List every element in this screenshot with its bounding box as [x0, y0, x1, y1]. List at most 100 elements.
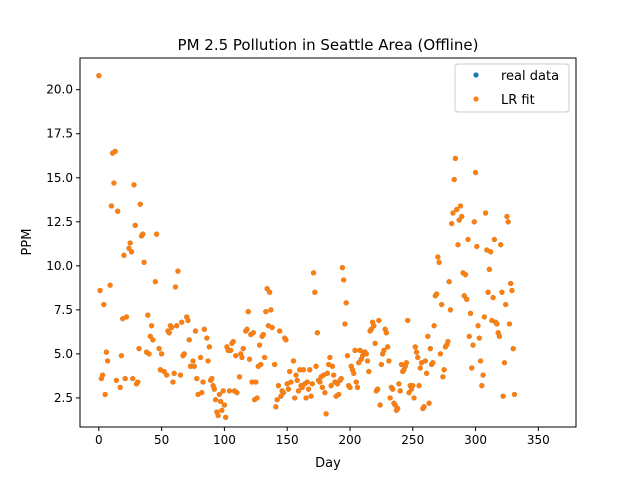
lr-fit-point [462, 272, 469, 278]
lr-fit-point [96, 73, 102, 79]
lr-fit-point [205, 358, 211, 364]
lr-fit-point [364, 358, 371, 364]
lr-fit-point [130, 375, 136, 382]
y-tick-label: 10.0 [46, 259, 73, 273]
lr-fit-point [103, 349, 109, 355]
lr-fit-point [166, 330, 172, 336]
lr-fit-point [451, 176, 457, 183]
lr-fit-point [269, 324, 275, 331]
lr-fit-point [486, 266, 492, 272]
lr-fit-point [503, 301, 509, 308]
legend: real data LR fit [454, 63, 570, 113]
lr-fit-point [328, 383, 334, 389]
lr-fit-point [294, 377, 300, 383]
lr-fit-point [472, 169, 479, 176]
lr-fit-point [293, 372, 299, 378]
lr-fit-point [211, 386, 217, 392]
lr-fit-point [283, 337, 289, 343]
lr-fit-point [274, 397, 280, 403]
lr-fit-point [297, 367, 303, 373]
lr-fit-point [395, 405, 401, 412]
lr-fit-point [194, 375, 200, 382]
lr-fit-point [187, 363, 194, 369]
x-tick-label: 150 [276, 433, 299, 447]
lr-fit-point [338, 375, 344, 382]
lr-fit-point [131, 182, 137, 188]
lr-fit-point [100, 372, 106, 378]
x-tick-label: 250 [401, 433, 424, 447]
lr-fit-point [474, 243, 480, 250]
x-tick-label: 350 [527, 433, 550, 447]
lr-fit-point [480, 372, 486, 378]
y-tick-label: 12.5 [46, 215, 73, 229]
lr-fit-point [331, 372, 337, 378]
lr-fit-point [396, 381, 402, 387]
lr-fit-point [152, 279, 158, 285]
lr-fit-point [459, 213, 465, 220]
lr-fit-point [220, 388, 226, 394]
lr-fit-point [117, 384, 123, 390]
lr-fit-point [377, 402, 383, 408]
lr-fit-point [464, 296, 470, 302]
lr-fit-point [421, 404, 427, 410]
lr-fit-point [192, 328, 199, 334]
lr-fit-point [441, 367, 447, 373]
lr-fit-point [105, 358, 111, 364]
lr-fit-point [323, 411, 329, 417]
y-tick-label: 15.0 [46, 171, 73, 185]
lr-fit-point [317, 379, 323, 385]
lr-fit-point [314, 330, 320, 336]
x-tick-label: 50 [154, 433, 169, 447]
lr-fit-point [123, 314, 130, 320]
lr-fit-point [510, 346, 516, 352]
lr-fit-point [371, 323, 377, 329]
lr-fit-point [261, 354, 268, 361]
lr-fit-point [383, 330, 389, 336]
lr-fit-point [304, 379, 310, 385]
lr-fit-point [101, 301, 107, 308]
lr-fit-point [470, 342, 476, 348]
lr-fit-point [186, 337, 192, 343]
lr-fit-point [491, 236, 497, 243]
y-axis-label: PPM [20, 229, 35, 256]
lr-fit-point [228, 347, 234, 353]
lr-fit-point [181, 351, 187, 357]
lr-fit-point [403, 360, 410, 366]
lr-fit-point [215, 412, 221, 419]
chart-title: PM 2.5 Pollution in Seattle Area (Offlin… [178, 36, 479, 54]
lr-fit-point [236, 374, 243, 380]
lr-fit-point [272, 361, 278, 368]
lr-fit-point [200, 379, 206, 385]
lr-fit-point [504, 213, 510, 220]
lr-fit-point [353, 379, 359, 385]
lr-fit-point [352, 347, 358, 353]
lr-fit-point [199, 390, 205, 396]
lr-fit-point [285, 386, 292, 392]
x-axis-ticks: 0 50 100 150 200 250 300 350 [95, 427, 550, 447]
lr-fit-point [499, 289, 505, 295]
lr-fit-point [253, 379, 259, 385]
lr-fit-point [218, 398, 224, 405]
lr-fit-point [466, 333, 472, 339]
x-tick-label: 100 [213, 433, 236, 447]
lr-fit-point [434, 291, 440, 297]
y-tick-label: 20.0 [46, 83, 73, 97]
lr-fit-point [439, 301, 445, 308]
lr-fit-point [209, 375, 215, 382]
lr-fit-point [339, 264, 346, 271]
lr-fit-point [234, 390, 240, 396]
lr-fit-point [494, 321, 500, 327]
y-axis-ticks: 2.5 5.0 7.5 10.0 12.5 15.0 17.5 20.0 [46, 83, 80, 405]
lr-fit-point [509, 287, 515, 294]
axes-frame [79, 57, 577, 428]
lr-fit-point [481, 314, 487, 320]
lr-fit-point [319, 384, 325, 390]
lr-fit-point [156, 346, 162, 352]
lr-fit-point [250, 330, 256, 336]
lr-fit-point [263, 309, 269, 315]
lr-fit-point [385, 344, 391, 350]
lr-fit-point [267, 289, 273, 295]
lr-fit-point [219, 407, 225, 413]
legend-label-lr-fit: LR fit [501, 93, 535, 108]
